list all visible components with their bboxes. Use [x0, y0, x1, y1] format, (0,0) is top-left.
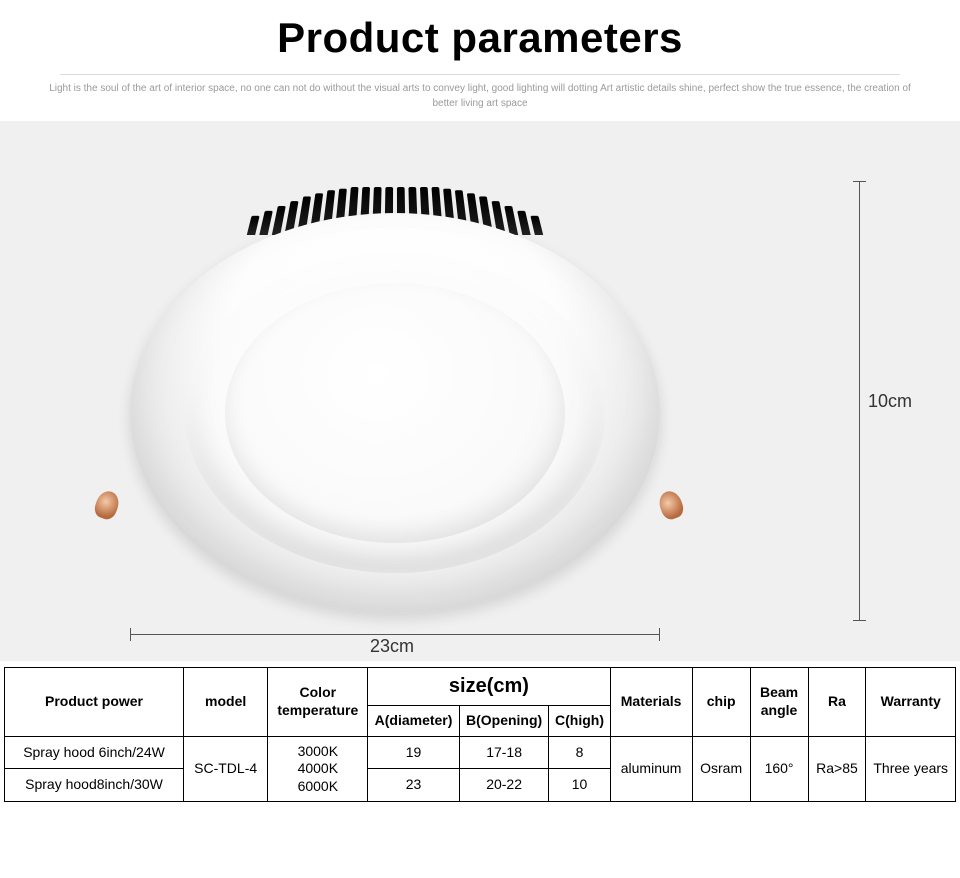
divider: [60, 74, 900, 75]
cell-power-1: Spray hood8inch/30W: [5, 769, 184, 802]
cell-power-0: Spray hood 6inch/24W: [5, 736, 184, 769]
cell-model: SC-TDL-4: [184, 736, 268, 802]
th-size-a: A(diameter): [368, 706, 459, 737]
th-size-c: C(high): [549, 706, 610, 737]
th-chip: chip: [692, 668, 750, 737]
cell-b-1: 20-22: [459, 769, 549, 802]
page-subtitle: Light is the soul of the art of interior…: [40, 81, 920, 111]
cell-materials: aluminum: [610, 736, 692, 802]
cell-a-0: 19: [368, 736, 459, 769]
lens: [225, 283, 565, 543]
th-size-group: size(cm): [368, 668, 610, 706]
cell-beam: 160°: [750, 736, 808, 802]
dimension-height-label: 10cm: [868, 391, 912, 412]
cell-warranty: Three years: [866, 736, 956, 802]
th-ra: Ra: [808, 668, 866, 737]
cell-ra: Ra>85: [808, 736, 866, 802]
table-header-row-1: Product power model Color temperature si…: [5, 668, 956, 706]
cell-a-1: 23: [368, 769, 459, 802]
spec-table: Product power model Color temperature si…: [4, 667, 956, 802]
th-color-temp: Color temperature: [268, 668, 368, 737]
th-size-b: B(Opening): [459, 706, 549, 737]
dimension-line-horizontal: [130, 634, 660, 635]
hero-diagram: 10cm 23cm: [0, 121, 960, 661]
cell-color-temp: 3000K 4000K 6000K: [268, 736, 368, 802]
th-materials: Materials: [610, 668, 692, 737]
cell-chip: Osram: [692, 736, 750, 802]
header: Product parameters Light is the soul of …: [0, 0, 960, 121]
page-title: Product parameters: [40, 14, 920, 62]
cell-b-0: 17-18: [459, 736, 549, 769]
spring-clip-left: [92, 488, 122, 522]
cell-c-1: 10: [549, 769, 610, 802]
dimension-width-label: 23cm: [370, 636, 414, 657]
th-warranty: Warranty: [866, 668, 956, 737]
th-beam: Beam angle: [750, 668, 808, 737]
cell-c-0: 8: [549, 736, 610, 769]
dimension-line-vertical: [859, 181, 860, 621]
product-illustration: [130, 181, 660, 621]
table-row: Spray hood 6inch/24W SC-TDL-4 3000K 4000…: [5, 736, 956, 769]
th-model: model: [184, 668, 268, 737]
th-power: Product power: [5, 668, 184, 737]
spring-clip-right: [656, 488, 686, 522]
